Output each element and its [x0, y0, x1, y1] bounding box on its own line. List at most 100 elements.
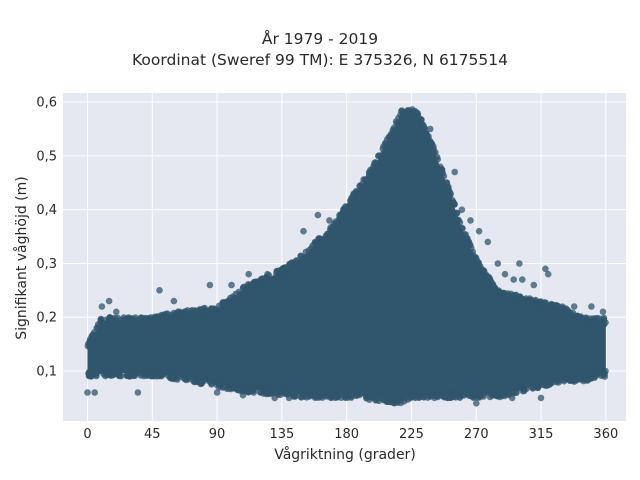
data-point	[602, 367, 609, 375]
data-point	[520, 386, 528, 393]
data-point	[388, 398, 396, 405]
data-point	[150, 367, 158, 375]
data-point	[120, 366, 128, 374]
data-point	[88, 372, 95, 380]
data-point	[575, 371, 582, 379]
data-point	[113, 308, 120, 316]
data-point	[207, 305, 215, 312]
data-point	[470, 389, 478, 396]
data-point	[417, 116, 425, 124]
data-point	[212, 309, 219, 317]
data-point	[522, 300, 529, 308]
x-tick-label: 135	[269, 427, 294, 442]
data-point	[348, 391, 356, 398]
data-point	[579, 319, 587, 326]
data-point	[133, 370, 140, 377]
dense-point-cloud	[87, 111, 606, 401]
data-point	[484, 238, 492, 246]
data-point	[357, 389, 365, 396]
chart-title-line-1: År 1979 - 2019	[261, 30, 379, 48]
data-point	[569, 309, 577, 317]
data-point	[285, 394, 293, 402]
data-point	[319, 391, 326, 399]
data-point	[170, 297, 178, 305]
data-point	[262, 385, 270, 392]
data-point	[201, 311, 208, 318]
x-tick-label: 90	[209, 427, 226, 442]
data-point	[288, 265, 296, 273]
data-point	[234, 386, 241, 394]
data-point	[421, 125, 429, 133]
data-point	[450, 387, 457, 395]
data-point	[97, 316, 105, 324]
data-point	[458, 206, 466, 213]
data-point	[408, 392, 415, 399]
data-point	[306, 250, 313, 257]
data-point	[232, 294, 239, 302]
data-point	[159, 312, 167, 319]
data-point	[219, 301, 226, 308]
data-point	[360, 184, 368, 192]
data-point	[91, 389, 98, 396]
data-point	[345, 203, 353, 210]
data-point	[244, 288, 251, 295]
data-point	[508, 297, 516, 305]
data-point	[337, 388, 345, 395]
data-point	[375, 152, 382, 160]
data-point	[588, 369, 595, 377]
data-point	[102, 372, 109, 380]
data-point	[362, 176, 370, 184]
x-tick-label: 270	[464, 427, 489, 442]
data-point	[264, 270, 271, 278]
data-point	[473, 400, 480, 407]
data-point	[105, 297, 113, 305]
data-point	[134, 389, 142, 396]
data-point	[440, 172, 448, 180]
data-point	[239, 284, 247, 292]
data-point	[89, 337, 96, 345]
data-point	[314, 211, 322, 219]
data-point	[311, 393, 319, 400]
data-point	[398, 107, 405, 115]
data-point	[258, 275, 266, 283]
data-point	[445, 391, 453, 398]
data-point	[99, 366, 106, 373]
data-point	[327, 387, 334, 395]
data-point	[192, 378, 199, 385]
data-point	[145, 368, 153, 376]
data-point	[438, 167, 446, 175]
data-point	[450, 199, 457, 206]
data-point	[271, 394, 279, 402]
data-point	[438, 387, 445, 395]
data-point	[468, 252, 476, 260]
data-point	[528, 299, 535, 306]
data-point	[272, 387, 279, 394]
x-tick-label: 45	[144, 427, 161, 442]
data-point	[293, 261, 301, 268]
data-point	[406, 111, 414, 118]
data-point	[185, 375, 193, 383]
data-point	[486, 393, 494, 401]
data-point	[451, 168, 459, 176]
y-tick-label: 0,4	[36, 203, 57, 218]
data-point	[458, 224, 466, 232]
data-point	[190, 310, 197, 318]
x-tick-label: 315	[529, 427, 554, 442]
data-point	[483, 272, 490, 280]
data-point	[541, 304, 549, 312]
data-point	[155, 372, 163, 380]
data-point	[239, 391, 247, 399]
data-point	[89, 331, 97, 338]
data-point	[311, 387, 318, 394]
data-point	[477, 388, 484, 396]
data-point	[331, 223, 339, 230]
data-point	[462, 231, 470, 238]
y-axis-title: Signifikant våghöjd (m)	[14, 176, 30, 340]
data-point	[552, 303, 559, 310]
data-point	[329, 229, 336, 236]
data-point	[116, 372, 123, 380]
data-point	[434, 393, 442, 401]
data-point	[573, 315, 581, 323]
